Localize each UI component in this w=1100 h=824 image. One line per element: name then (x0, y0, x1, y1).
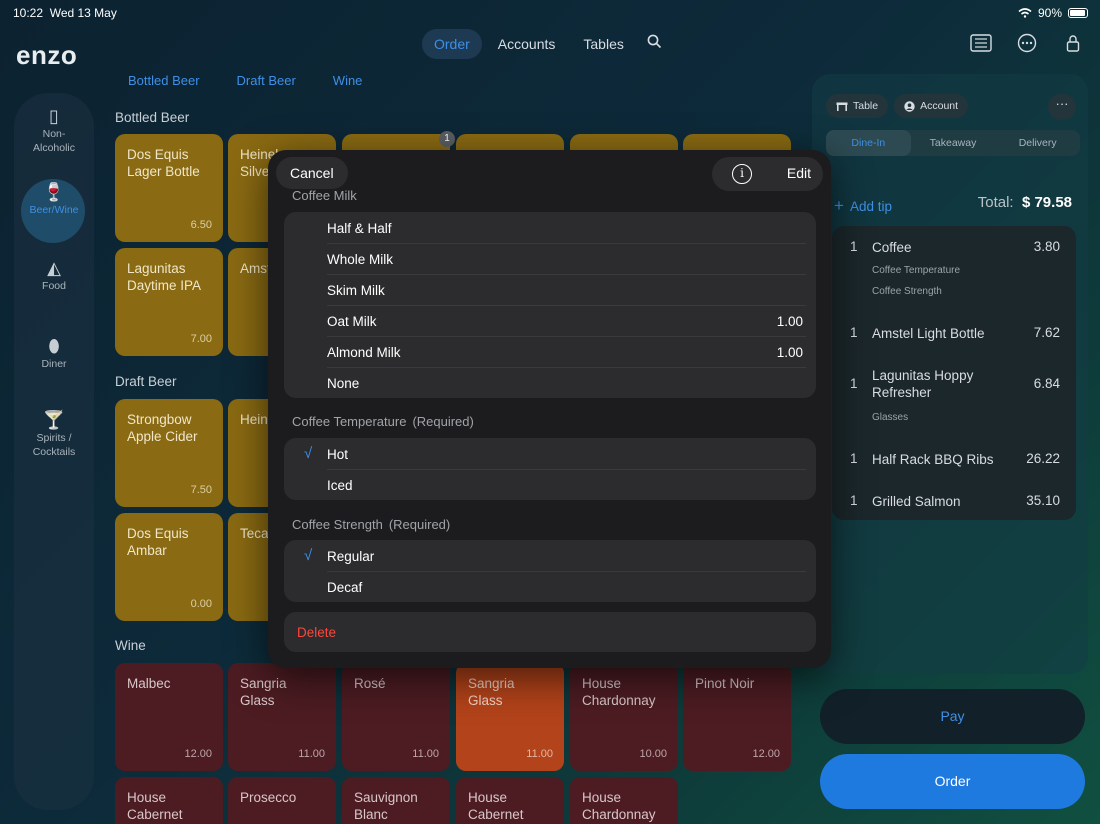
category-diner[interactable]: ⬮ Diner (14, 336, 94, 371)
order-total: Total: $ 79.58 (977, 194, 1072, 211)
category-active-bubble (21, 179, 85, 243)
battery-percent: 90% (1037, 6, 1062, 20)
brand-logo: enzo (16, 40, 78, 70)
section-title-wine: Wine (115, 638, 146, 653)
order-items-list: 1 Coffee 3.80 Coffee Temperature Coffee … (832, 226, 1076, 520)
glass-icon: ▯ (49, 106, 59, 126)
checkmark-icon: √ (304, 445, 313, 462)
subtab-wine[interactable]: Wine (332, 73, 363, 88)
order-item[interactable]: 1 Grilled Salmon 35.10 (850, 493, 1060, 509)
order-item[interactable]: 1 Lagunitas Hoppy Refresher 6.84 Glasses (850, 368, 1060, 423)
group-title-coffee-temperature: Coffee Temperature (Required) (292, 414, 474, 429)
coffee-strength-options: √ Regular Decaf (284, 540, 816, 602)
account-icon (904, 100, 915, 112)
coffee-milk-options: Half & Half Whole Milk Skim Milk Oat Mil… (284, 212, 816, 398)
product-tile[interactable]: Pinot Noir 12.00 (683, 663, 791, 771)
category-beer-wine[interactable]: 🍷 Beer/Wine (14, 179, 94, 243)
option-row[interactable]: Whole Milk (284, 243, 816, 274)
option-row[interactable]: Oat Milk 1.00 (284, 305, 816, 336)
service-mode-selector: Dine-In Takeaway Delivery (826, 130, 1080, 156)
receipt-list-icon[interactable] (970, 32, 992, 54)
mode-dine-in[interactable]: Dine-In (826, 130, 911, 156)
tab-accounts[interactable]: Accounts (497, 36, 556, 52)
category-sidebar: ▯ Non-Alcoholic 🍷 Beer/Wine ◭ Food ⬮ Din… (14, 93, 94, 810)
option-row[interactable]: Iced (284, 469, 816, 500)
subtab-draft-beer[interactable]: Draft Beer (236, 73, 296, 88)
option-row[interactable]: Almond Milk 1.00 (284, 336, 816, 367)
more-options-icon[interactable] (1016, 32, 1038, 54)
option-row[interactable]: Skim Milk (284, 274, 816, 305)
order-panel: Table Account ··· Dine-In Takeaway Deliv… (812, 74, 1088, 674)
product-tile[interactable]: House Cabernet (456, 777, 564, 824)
modifier-dialog: Cancel i Edit Coffee Milk Half & Half Wh… (268, 150, 831, 668)
delete-button[interactable]: Delete (284, 612, 816, 652)
order-item[interactable]: 1 Coffee 3.80 Coffee Temperature Coffee … (850, 239, 1060, 297)
option-row[interactable]: None (284, 367, 816, 398)
product-tile[interactable]: Prosecco (228, 777, 336, 824)
account-button[interactable]: Account (894, 94, 969, 118)
section-title-draft-beer: Draft Beer (115, 374, 177, 389)
product-tile[interactable]: Sangria Glass 11.00 (456, 663, 564, 771)
status-bar: 10:22 Wed 13 May 90% (0, 0, 1100, 26)
product-tile[interactable]: House Chardonnay 10.00 (570, 663, 678, 771)
add-tip-button[interactable]: + Add tip (834, 196, 892, 215)
cancel-button[interactable]: Cancel (276, 157, 348, 189)
product-tile[interactable]: Lagunitas Daytime IPA 7.00 (115, 248, 223, 356)
order-item[interactable]: 1 Amstel Light Bottle 7.62 (850, 325, 1060, 341)
edit-button[interactable]: Edit (786, 165, 811, 181)
panel-more-button[interactable]: ··· (1048, 94, 1076, 120)
dialog-actions: i Edit (712, 157, 823, 191)
wine-glass-icon: 🍷 (42, 182, 66, 202)
product-tile[interactable]: Sauvignon Blanc (342, 777, 450, 824)
product-tile[interactable]: Dos Equis Lager Bottle 6.50 (115, 134, 223, 242)
mode-takeaway[interactable]: Takeaway (929, 137, 977, 149)
status-time: 10:22 Wed 13 May (13, 6, 117, 20)
group-title-coffee-milk: Coffee Milk (292, 188, 357, 203)
category-non-alcoholic[interactable]: ▯ Non-Alcoholic (14, 106, 94, 155)
pizza-icon: ◭ (47, 258, 61, 278)
tab-tables[interactable]: Tables (583, 36, 624, 52)
wifi-icon (1018, 8, 1032, 18)
category-food[interactable]: ◭ Food (14, 258, 94, 293)
option-row[interactable]: Decaf (284, 571, 816, 602)
group-title-coffee-strength: Coffee Strength (Required) (292, 517, 451, 532)
battery-icon (1068, 8, 1088, 18)
checkmark-icon: √ (304, 547, 313, 564)
top-nav: Order Accounts Tables (422, 28, 670, 60)
mode-delivery[interactable]: Delivery (1018, 137, 1057, 149)
product-tile[interactable]: Dos Equis Ambar 0.00 (115, 513, 223, 621)
table-icon (836, 102, 848, 111)
option-row[interactable]: √ Regular (304, 547, 375, 564)
product-tile[interactable]: Strongbow Apple Cider 7.50 (115, 399, 223, 507)
order-panel-top: Table Account (826, 94, 969, 118)
product-tile[interactable]: Malbec 12.00 (115, 663, 223, 771)
coffee-temperature-options: √ Hot Iced (284, 438, 816, 500)
top-icons (970, 32, 1084, 54)
tab-order[interactable]: Order (422, 29, 482, 59)
product-tile[interactable]: Rosé 11.00 (342, 663, 450, 771)
order-button[interactable]: Order (820, 754, 1085, 809)
status-right: 90% (1018, 6, 1088, 20)
option-row[interactable]: √ Hot (304, 445, 349, 462)
pay-button[interactable]: Pay (820, 689, 1085, 744)
subcategory-tabs: Bottled Beer Draft Beer Wine (128, 73, 362, 88)
table-button[interactable]: Table (826, 94, 889, 118)
option-row[interactable]: Half & Half (327, 221, 392, 236)
lock-icon[interactable] (1062, 32, 1084, 54)
plus-icon: + (834, 196, 844, 215)
cocktail-icon: 🍸 (42, 410, 66, 430)
quantity-badge: 1 (439, 131, 455, 147)
drumstick-icon: ⬮ (48, 336, 60, 356)
product-tile[interactable]: Sangria Glass 11.00 (228, 663, 336, 771)
section-title-bottled-beer: Bottled Beer (115, 110, 190, 125)
subtab-bottled-beer[interactable]: Bottled Beer (128, 73, 200, 88)
product-tile[interactable]: House Chardonnay (570, 777, 678, 824)
info-icon[interactable]: i (732, 164, 752, 184)
order-item[interactable]: 1 Half Rack BBQ Ribs 26.22 (850, 451, 1060, 467)
product-tile[interactable]: House Cabernet (115, 777, 223, 824)
search-icon[interactable] (640, 34, 670, 54)
category-spirits-cocktails[interactable]: 🍸 Spirits / Cocktails (14, 410, 94, 459)
